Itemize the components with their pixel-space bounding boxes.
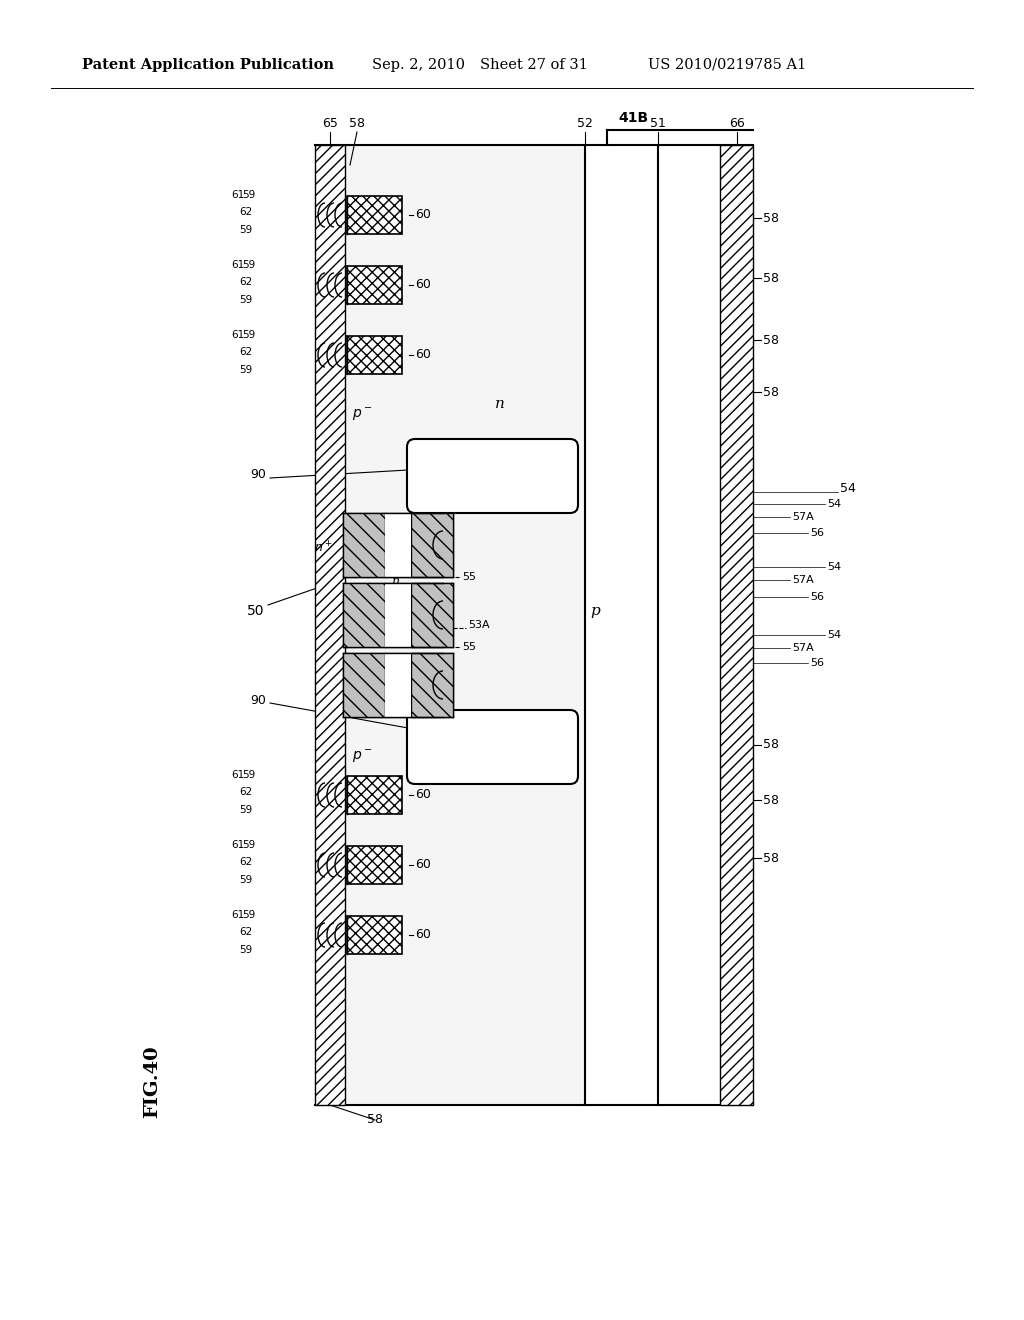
Text: 57A: 57A bbox=[792, 643, 814, 653]
Bar bbox=[347, 916, 402, 954]
Text: 59: 59 bbox=[242, 260, 255, 271]
Text: 61: 61 bbox=[231, 260, 245, 271]
Text: 60: 60 bbox=[415, 858, 431, 871]
Bar bbox=[347, 846, 402, 884]
Text: p: p bbox=[487, 741, 498, 754]
Bar bbox=[385, 653, 411, 717]
Bar bbox=[345, 145, 585, 1105]
Text: 57A: 57A bbox=[792, 576, 814, 585]
Text: 58: 58 bbox=[763, 793, 779, 807]
Text: Sheet 27 of 31: Sheet 27 of 31 bbox=[480, 58, 588, 73]
Text: 54: 54 bbox=[827, 630, 841, 640]
Text: 59: 59 bbox=[239, 875, 252, 884]
Text: 54: 54 bbox=[827, 499, 841, 510]
Text: 54: 54 bbox=[840, 482, 856, 495]
Text: 58: 58 bbox=[349, 117, 365, 129]
Text: n: n bbox=[391, 576, 399, 587]
Bar bbox=[343, 583, 385, 647]
Text: 61: 61 bbox=[231, 770, 245, 780]
Text: 52: 52 bbox=[578, 117, 593, 129]
Text: 60: 60 bbox=[415, 279, 431, 292]
Text: Sep. 2, 2010: Sep. 2, 2010 bbox=[372, 58, 465, 73]
Text: 60: 60 bbox=[415, 928, 431, 941]
Text: 60: 60 bbox=[415, 788, 431, 801]
Text: 55: 55 bbox=[462, 572, 476, 582]
Text: 62: 62 bbox=[239, 927, 252, 937]
Text: 58: 58 bbox=[763, 385, 779, 399]
Text: 66: 66 bbox=[729, 117, 744, 129]
Text: 56: 56 bbox=[810, 528, 824, 539]
Text: $n^+$: $n^+$ bbox=[314, 541, 333, 556]
Text: 65: 65 bbox=[323, 117, 338, 129]
Bar bbox=[347, 267, 402, 304]
Text: 62: 62 bbox=[239, 347, 252, 356]
Text: 59: 59 bbox=[242, 770, 255, 780]
Text: p: p bbox=[487, 469, 498, 483]
FancyBboxPatch shape bbox=[407, 710, 578, 784]
Text: 58: 58 bbox=[763, 851, 779, 865]
Bar bbox=[347, 776, 402, 814]
Text: 58: 58 bbox=[367, 1113, 383, 1126]
Text: 53A: 53A bbox=[468, 620, 489, 630]
Bar bbox=[720, 145, 753, 1105]
Text: 56: 56 bbox=[810, 657, 824, 668]
Text: 58: 58 bbox=[763, 272, 779, 285]
Bar bbox=[343, 513, 385, 577]
Text: FIG.40: FIG.40 bbox=[143, 1045, 161, 1118]
Bar bbox=[315, 145, 345, 1105]
Text: 59: 59 bbox=[242, 909, 255, 920]
Text: n: n bbox=[495, 397, 505, 411]
Text: 59: 59 bbox=[239, 224, 252, 235]
Text: $p^-$: $p^-$ bbox=[351, 748, 373, 766]
Text: 51: 51 bbox=[650, 117, 666, 129]
Bar bbox=[385, 513, 411, 577]
Text: 56: 56 bbox=[810, 591, 824, 602]
Text: 62: 62 bbox=[239, 787, 252, 797]
Text: 41B: 41B bbox=[618, 111, 648, 125]
Text: 55: 55 bbox=[462, 642, 476, 652]
Text: 59: 59 bbox=[242, 330, 255, 341]
Text: 58: 58 bbox=[763, 211, 779, 224]
Bar bbox=[343, 653, 385, 717]
Text: 61: 61 bbox=[231, 190, 245, 201]
Text: 58: 58 bbox=[763, 334, 779, 346]
Bar bbox=[347, 195, 402, 234]
Text: 61: 61 bbox=[231, 840, 245, 850]
Bar bbox=[411, 513, 453, 577]
Text: 50: 50 bbox=[247, 605, 265, 618]
Text: p: p bbox=[590, 605, 600, 618]
Bar bbox=[411, 583, 453, 647]
Text: 90: 90 bbox=[250, 693, 266, 706]
Text: 59: 59 bbox=[239, 294, 252, 305]
Text: 62: 62 bbox=[239, 277, 252, 286]
Text: 60: 60 bbox=[415, 209, 431, 222]
Text: 60: 60 bbox=[415, 348, 431, 362]
Text: 59: 59 bbox=[239, 945, 252, 954]
Text: $p^-$: $p^-$ bbox=[351, 407, 373, 424]
FancyBboxPatch shape bbox=[407, 440, 578, 513]
Text: 62: 62 bbox=[239, 207, 252, 216]
Bar bbox=[385, 583, 411, 647]
Text: 55: 55 bbox=[462, 502, 476, 512]
Text: 58: 58 bbox=[763, 738, 779, 751]
Bar bbox=[347, 337, 402, 374]
Text: Patent Application Publication: Patent Application Publication bbox=[82, 58, 334, 73]
Text: 54: 54 bbox=[827, 562, 841, 572]
Text: 59: 59 bbox=[239, 805, 252, 814]
Bar bbox=[411, 653, 453, 717]
Text: 61: 61 bbox=[231, 330, 245, 341]
Text: 90: 90 bbox=[250, 469, 266, 482]
Text: 59: 59 bbox=[239, 366, 252, 375]
Text: 59: 59 bbox=[242, 190, 255, 201]
Text: 59: 59 bbox=[242, 840, 255, 850]
Text: 62: 62 bbox=[239, 857, 252, 867]
Text: 61: 61 bbox=[231, 909, 245, 920]
Text: 57A: 57A bbox=[792, 512, 814, 521]
Text: US 2010/0219785 A1: US 2010/0219785 A1 bbox=[648, 58, 806, 73]
